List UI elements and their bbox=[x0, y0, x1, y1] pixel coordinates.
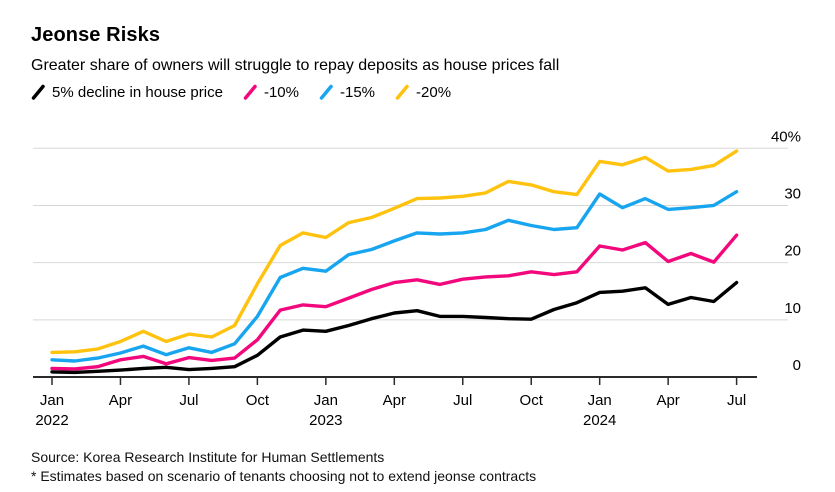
x-tick-label: Jan bbox=[314, 392, 338, 409]
y-tick-label: 30 bbox=[784, 185, 801, 202]
x-tick-year-label: 2024 bbox=[583, 412, 616, 429]
legend-label-minus-20pct: -20% bbox=[416, 84, 452, 101]
y-tick-label: 20 bbox=[784, 243, 801, 260]
series-line--10- bbox=[50, 233, 739, 371]
y-tick-label: 40% bbox=[771, 128, 801, 145]
x-tick-label: Jul bbox=[727, 392, 746, 409]
x-tick-label: Oct bbox=[246, 392, 270, 409]
chart-footer: Source: Korea Research Institute for Hum… bbox=[31, 448, 536, 486]
source-text: Source: Korea Research Institute for Hum… bbox=[31, 449, 385, 465]
legend-item-minus-15pct: -15% bbox=[319, 84, 375, 101]
series-line-5-decline-in-house-price bbox=[50, 280, 739, 375]
legend-item-minus-20pct: -20% bbox=[395, 84, 451, 101]
x-tick-label: Jan bbox=[40, 392, 64, 409]
x-tick-label: Jul bbox=[453, 392, 472, 409]
x-tick-year-label: 2023 bbox=[309, 412, 342, 429]
series-line--20- bbox=[50, 149, 739, 355]
chart-legend: 5% decline in house price -10% -15% -20% bbox=[31, 84, 451, 101]
legend-slash-icon bbox=[395, 84, 409, 100]
series-line--15- bbox=[50, 189, 739, 363]
legend-slash-icon bbox=[31, 84, 45, 100]
x-tick-label: Jul bbox=[179, 392, 198, 409]
x-tick-label: Oct bbox=[520, 392, 544, 409]
legend-slash-icon bbox=[243, 84, 257, 100]
legend-item-minus-10pct: -10% bbox=[243, 84, 299, 101]
x-tick-label: Apr bbox=[656, 392, 679, 409]
footnote-text: * Estimates based on scenario of tenants… bbox=[31, 468, 537, 484]
x-tick-label: Apr bbox=[109, 392, 132, 409]
legend-slash-icon bbox=[319, 84, 333, 100]
legend-label-minus-15pct: -15% bbox=[339, 84, 376, 101]
legend-label-minus-10pct: -10% bbox=[263, 84, 299, 101]
legend-label-5pct-decline: 5% decline in house price bbox=[52, 84, 223, 101]
chart-subtitle: Greater share of owners will struggle to… bbox=[31, 57, 560, 74]
legend-item-5pct-decline: 5% decline in house price bbox=[31, 84, 223, 101]
x-tick-label: Jan bbox=[588, 392, 612, 409]
x-tick-year-label: 2022 bbox=[35, 412, 68, 429]
y-tick-label: 10 bbox=[784, 300, 801, 317]
x-tick-label: Apr bbox=[383, 392, 406, 409]
y-tick-label: 0 bbox=[793, 357, 801, 374]
chart-title: Jeonse Risks bbox=[31, 24, 161, 46]
